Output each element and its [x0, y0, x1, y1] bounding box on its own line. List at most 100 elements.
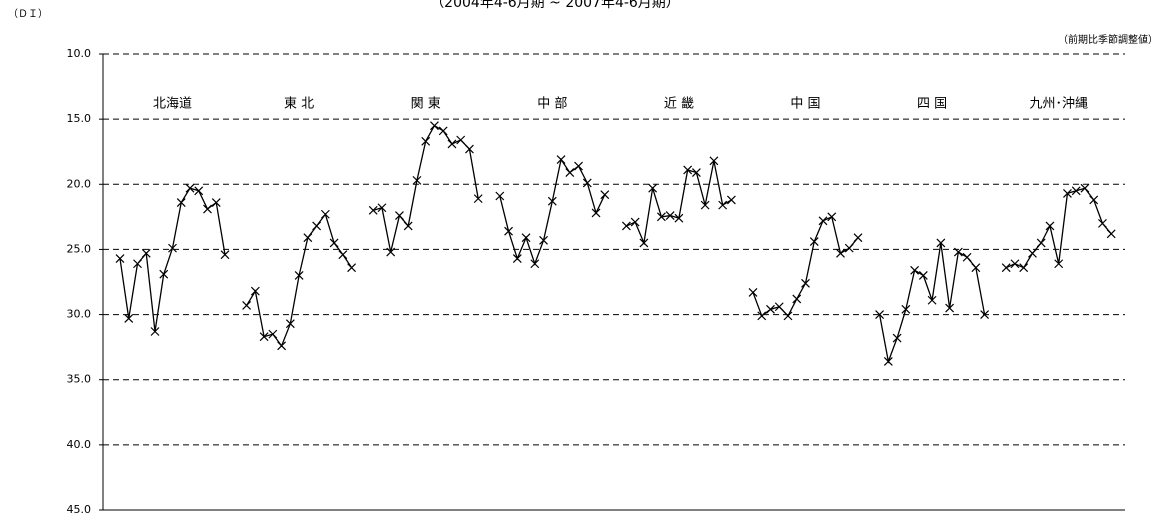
series-line — [246, 212, 353, 348]
marker — [141, 248, 151, 258]
marker — [748, 287, 758, 297]
y-tick-label: 10.0 — [67, 47, 92, 60]
marker — [124, 314, 134, 323]
marker — [1045, 221, 1055, 231]
marker — [691, 168, 701, 177]
marker — [945, 303, 955, 313]
y-tick-label: 35.0 — [67, 373, 92, 386]
marker — [757, 311, 767, 321]
y-tick-label: 25.0 — [67, 242, 92, 255]
marker — [648, 183, 658, 193]
marker — [203, 204, 212, 214]
marker — [194, 186, 204, 196]
marker — [574, 161, 583, 171]
marker — [1019, 263, 1029, 273]
marker — [918, 271, 928, 280]
marker — [294, 271, 304, 280]
marker — [683, 165, 693, 175]
marker — [818, 216, 828, 226]
marker — [412, 175, 422, 185]
marker — [368, 205, 378, 215]
marker — [1080, 183, 1090, 193]
marker — [892, 333, 902, 343]
series-line — [499, 157, 606, 266]
y-axis-label: （ＤＩ） — [8, 8, 48, 20]
marker — [1036, 238, 1046, 248]
marker — [377, 203, 387, 213]
group-label: 中 部 — [537, 97, 567, 112]
marker — [115, 254, 125, 263]
marker — [726, 195, 736, 205]
marker — [430, 121, 439, 131]
marker — [565, 168, 575, 177]
marker — [347, 263, 357, 273]
marker — [1063, 188, 1072, 198]
marker — [1054, 259, 1064, 269]
marker — [386, 247, 396, 257]
marker — [936, 238, 946, 248]
group-label: 四 国 — [917, 97, 947, 112]
series-line — [373, 124, 479, 253]
marker — [582, 178, 592, 188]
marker — [674, 213, 684, 223]
marker — [783, 311, 793, 321]
y-tick-label: 15.0 — [67, 112, 92, 125]
marker — [329, 238, 339, 248]
marker — [259, 332, 269, 342]
marker — [495, 191, 505, 201]
series-line — [752, 215, 859, 317]
marker — [774, 302, 784, 312]
marker — [953, 247, 963, 257]
marker — [504, 226, 513, 236]
marker — [447, 139, 457, 149]
group-label: 近 畿 — [664, 97, 694, 112]
series-line — [119, 187, 226, 332]
marker — [980, 310, 990, 319]
marker — [547, 196, 557, 206]
marker — [277, 341, 287, 351]
note: （前期比季節調整値） — [1058, 33, 1158, 46]
marker — [150, 327, 160, 336]
marker — [403, 221, 413, 231]
marker — [809, 237, 819, 247]
marker — [709, 156, 719, 166]
marker — [312, 221, 322, 231]
marker — [700, 200, 710, 210]
marker — [971, 263, 981, 273]
marker — [159, 269, 169, 279]
marker — [220, 250, 230, 260]
marker — [792, 294, 802, 304]
marker — [250, 286, 260, 296]
series-line — [878, 242, 986, 364]
marker — [827, 212, 837, 222]
marker — [656, 212, 666, 222]
marker — [176, 198, 186, 207]
series-line — [626, 160, 732, 246]
marker — [630, 217, 640, 227]
marker — [465, 144, 474, 154]
marker — [268, 329, 278, 339]
marker — [836, 248, 845, 258]
marker — [600, 190, 610, 200]
y-tick-label: 20.0 — [67, 177, 92, 190]
group-label: 中 国 — [790, 97, 820, 112]
marker — [1098, 218, 1107, 228]
group-label: 東 北 — [284, 96, 314, 112]
marker — [556, 155, 566, 164]
chart-title: （2004年4-6月期 ~ 2007年4-6月期） — [430, 0, 680, 11]
marker — [320, 209, 330, 219]
marker — [1028, 248, 1037, 258]
marker — [211, 198, 221, 207]
marker — [801, 278, 810, 288]
marker — [718, 200, 728, 210]
marker — [421, 136, 431, 146]
marker — [844, 243, 854, 253]
y-tick-label: 30.0 — [67, 308, 92, 321]
marker — [530, 259, 540, 269]
marker — [962, 252, 972, 262]
marker — [242, 301, 252, 310]
marker — [185, 183, 195, 193]
series-line — [1005, 187, 1112, 269]
marker — [438, 126, 448, 136]
